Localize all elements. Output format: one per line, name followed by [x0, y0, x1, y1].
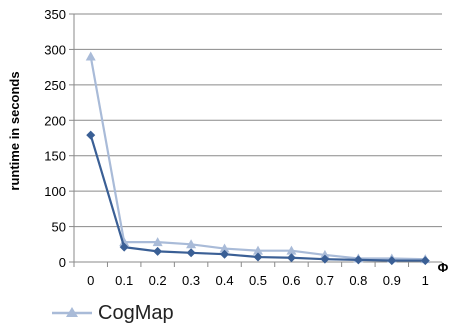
series-line	[89, 56, 426, 261]
data-point-triangle	[319, 249, 330, 259]
y-tick-label: 0	[59, 255, 66, 270]
series-series-1	[86, 130, 430, 266]
y-tick-label: 250	[44, 78, 66, 93]
x-axis-label: Φ	[438, 260, 449, 275]
data-point-diamond	[253, 252, 263, 262]
data-point-diamond	[153, 246, 163, 256]
gridlines	[69, 13, 442, 263]
legend-swatch-cogmap	[52, 307, 92, 317]
data-point-triangle	[85, 51, 96, 61]
y-tick-label: 350	[44, 7, 66, 22]
data-point-diamond	[286, 253, 296, 263]
x-tick-label: 0.1	[115, 273, 133, 288]
x-tick-label: 0.2	[149, 273, 167, 288]
data-point-diamond	[186, 248, 196, 258]
data-point-triangle	[119, 237, 130, 247]
y-tick-label: 150	[44, 149, 66, 164]
x-tick-label: 0	[87, 273, 94, 288]
data-point-diamond	[420, 256, 430, 266]
x-tick-label: 1	[422, 273, 429, 288]
series-cogmap	[85, 51, 431, 264]
legend: CogMap	[50, 300, 174, 326]
x-tick-label: 0.8	[349, 273, 367, 288]
x-tick-label: 0.9	[383, 273, 401, 288]
data-point-triangle	[219, 243, 230, 253]
data-point-diamond	[220, 249, 230, 259]
y-tick-label: 300	[44, 42, 66, 57]
x-tick-label: 0.7	[316, 273, 334, 288]
data-point-triangle	[286, 245, 297, 255]
y-tick-label: 200	[44, 113, 66, 128]
x-tick-label: 0.5	[249, 273, 267, 288]
y-tick-label: 50	[52, 220, 66, 235]
axes	[73, 14, 442, 263]
data-point-triangle	[152, 237, 163, 247]
data-point-diamond	[119, 242, 129, 252]
data-point-diamond	[387, 256, 397, 266]
x-tick-label: 0.6	[282, 273, 300, 288]
x-tick-labels: 0 0.1 0.2 0.3 0.4 0.5 0.6 0.7 0.8 0.9 1	[73, 262, 443, 288]
runtime-line-chart: 0 50 100 150 200 250 300 350 0 0.1 0.2 0.3 0.4 0.5 0.…	[7, 7, 449, 288]
y-tick-labels: 0 50 100 150 200 250 300 350	[44, 7, 66, 270]
data-point-diamond	[353, 255, 363, 265]
x-tick-label: 0.3	[182, 273, 200, 288]
series-group	[85, 51, 431, 266]
x-tick-label: 0.4	[216, 273, 234, 288]
data-point-triangle	[253, 245, 263, 255]
y-axis-label: runtime in seconds	[7, 71, 22, 190]
data-point-diamond	[86, 130, 96, 140]
data-point-triangle	[186, 239, 197, 249]
legend-label-cogmap: CogMap	[98, 301, 174, 324]
y-tick-label: 100	[44, 184, 66, 199]
data-point-diamond	[320, 254, 330, 264]
